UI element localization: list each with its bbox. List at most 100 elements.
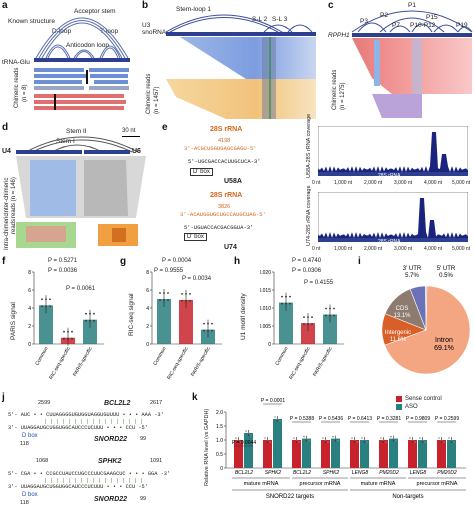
- group-3-label: mature mRNA: [361, 481, 396, 487]
- data-point: [269, 441, 271, 443]
- bar-0-0: [234, 440, 243, 468]
- data-point: [332, 435, 334, 438]
- sno-1: SNORD22: [94, 436, 128, 443]
- p-value-4: P = 0.6413: [348, 416, 372, 422]
- x-tick-label: SPHK2: [265, 470, 282, 476]
- data-point: [448, 437, 450, 439]
- p-value-0: P = 0.0044: [232, 440, 256, 446]
- data-point: [181, 300, 183, 302]
- bar-2-0: [292, 440, 301, 468]
- data-point: [85, 312, 87, 315]
- seq1-top: 3'-ACGCUGGUGAGCGAGU-5': [184, 145, 257, 152]
- sno-2: SNORD22: [94, 496, 128, 503]
- data-point: [327, 441, 329, 443]
- y-tick-label: 0.005: [260, 324, 271, 330]
- data-point: [93, 312, 95, 315]
- panel-label: f: [2, 256, 6, 267]
- panel-label: k: [192, 392, 198, 403]
- panel-i: i Intron 69.1% Intergenic 11.6% CDS 13.1% 3' U…: [356, 256, 474, 386]
- data-point: [189, 293, 191, 295]
- p-value-3: P = 0.5436: [319, 416, 343, 422]
- data-point: [443, 441, 445, 443]
- bar-5-0: [379, 440, 388, 468]
- data-point: [380, 437, 382, 439]
- bar-2: [83, 319, 97, 344]
- bar-6-1: [418, 440, 427, 468]
- data-point: [450, 439, 453, 441]
- bar-5-1: [389, 438, 398, 468]
- panel-label: i: [358, 256, 361, 267]
- panel-label: d: [2, 122, 9, 133]
- data-point: [385, 441, 387, 443]
- data-point: [211, 322, 213, 325]
- data-point: [303, 316, 305, 319]
- u3-reads-heatmap: [166, 37, 316, 119]
- data-point: [264, 437, 266, 439]
- data-point: [247, 432, 250, 434]
- data-point: [266, 439, 269, 441]
- data-point: [67, 337, 69, 340]
- x-tick-label: RIC-seq-specific: [48, 346, 72, 381]
- y-tick-label: 2: [28, 324, 31, 330]
- pval-2: P = 0.0036: [48, 268, 78, 274]
- panel-label: a: [2, 0, 8, 11]
- intergenic-label: Intergenic: [385, 330, 411, 336]
- intra-chimeric-label: Intra-chimeric: [4, 213, 10, 250]
- data-point: [329, 314, 331, 317]
- rpph1-reads-heatmap: [352, 38, 472, 118]
- data-point: [189, 300, 191, 302]
- data-point: [440, 439, 443, 441]
- p-value-7: P = 0.2599: [435, 416, 459, 422]
- data-point: [63, 337, 65, 340]
- gene-1: BCL2L2: [104, 400, 131, 407]
- data-point: [453, 441, 455, 443]
- dbox-1: D box: [22, 433, 38, 439]
- tick-1-1: 1,000 nt: [334, 180, 353, 186]
- pval-3: P = 0.0061: [66, 286, 96, 292]
- legend-aso-label: ASO: [405, 404, 418, 410]
- data-point: [308, 439, 310, 442]
- legend-swatch-sense: [396, 396, 402, 402]
- nontargets-label: Non-targets: [392, 494, 423, 500]
- data-point: [424, 441, 426, 443]
- data-point: [329, 307, 331, 310]
- bar-chart-h: 0 0.005 0.010 0.015 0.020 CommonRIC-seq-speci…: [260, 270, 344, 381]
- tick-4-1: 4,000 nt: [424, 180, 443, 186]
- y-tick-label: 1.0: [216, 438, 223, 444]
- seq2-top: 3'-ACAUGGUGCUGCCAUGCUAG-5': [180, 211, 266, 218]
- data-point: [285, 302, 287, 305]
- data-point: [390, 435, 392, 438]
- bar-1-0: [263, 440, 272, 468]
- chimeric-reads-n: (n = 8): [22, 84, 28, 102]
- data-point: [411, 439, 414, 441]
- seq-1: 5'- AUC • • CUUAGGGGUGUGGUAGGUGUUUU • • …: [8, 412, 164, 418]
- data-point: [67, 330, 69, 333]
- data-point: [276, 418, 279, 420]
- position-2: 3826: [218, 204, 231, 210]
- bar-0: [39, 305, 53, 344]
- y-tick-label: 2: [146, 324, 149, 330]
- data-point: [49, 305, 51, 308]
- data-point: [421, 439, 424, 441]
- data-point: [85, 319, 87, 322]
- data-point: [71, 330, 73, 333]
- anticodon-loop-label: Anticodon loop: [66, 42, 110, 49]
- x-tick-label: PARIS-specific: [312, 346, 334, 378]
- data-point: [63, 330, 65, 333]
- data-point: [289, 295, 291, 298]
- panel-label: c: [328, 0, 334, 11]
- intergenic-pct: 11.6%: [390, 337, 407, 343]
- p1-label: P1: [408, 2, 416, 9]
- bar-2: [323, 314, 337, 344]
- chimeric-reads-label: Chimeric reads: [14, 67, 20, 108]
- y-axis-label: RIC-seq signal: [128, 293, 135, 336]
- data-point: [337, 439, 339, 442]
- data-point: [207, 329, 209, 332]
- rrna-label-2: 28S rRNA: [210, 192, 243, 199]
- known-structure-label: Known structure: [8, 18, 55, 25]
- sl2-label: S-L 2: [252, 16, 268, 23]
- tick-3-1: 3,000 nt: [394, 180, 413, 186]
- data-point: [185, 300, 187, 302]
- coverage-plot-2: [318, 192, 468, 242]
- u3-axis-bar: [166, 32, 316, 36]
